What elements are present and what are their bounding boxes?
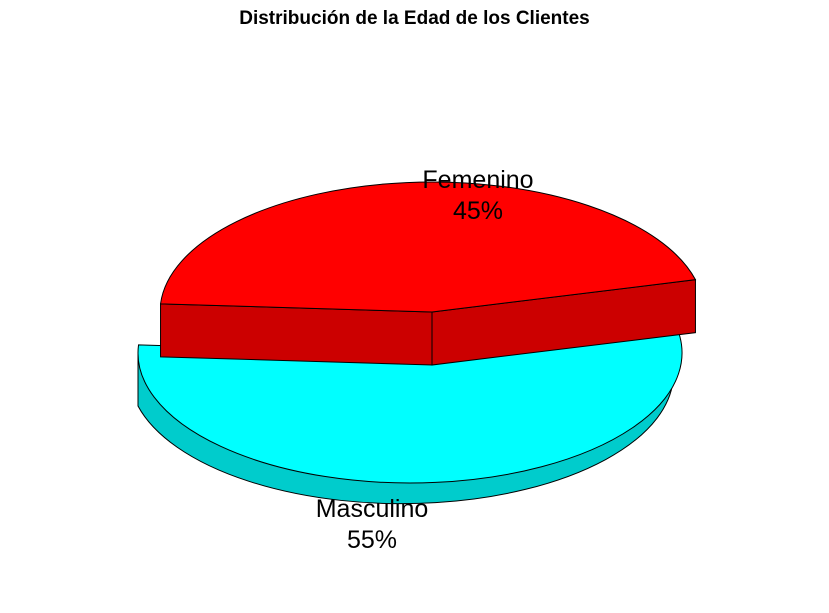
slice-percent-femenino: 45% [452,197,504,225]
chart-title: Distribución de la Edad de los Clientes [239,8,590,29]
slice-label-femenino: Femenino 45% [422,165,533,227]
slice-percent-masculino: 55% [346,526,398,554]
slice-label-masculino: Masculino 55% [316,494,429,556]
slice-femenino-wall-left [160,303,433,366]
slice-masculino-top [137,320,683,484]
slice-name-masculino: Masculino [315,495,429,523]
slice-femenino-face [159,181,697,313]
slice-femenino-side [160,279,696,366]
slice-masculino-face [137,320,683,484]
slice-name-femenino: Femenino [422,166,534,194]
slice-femenino-top [159,181,697,313]
